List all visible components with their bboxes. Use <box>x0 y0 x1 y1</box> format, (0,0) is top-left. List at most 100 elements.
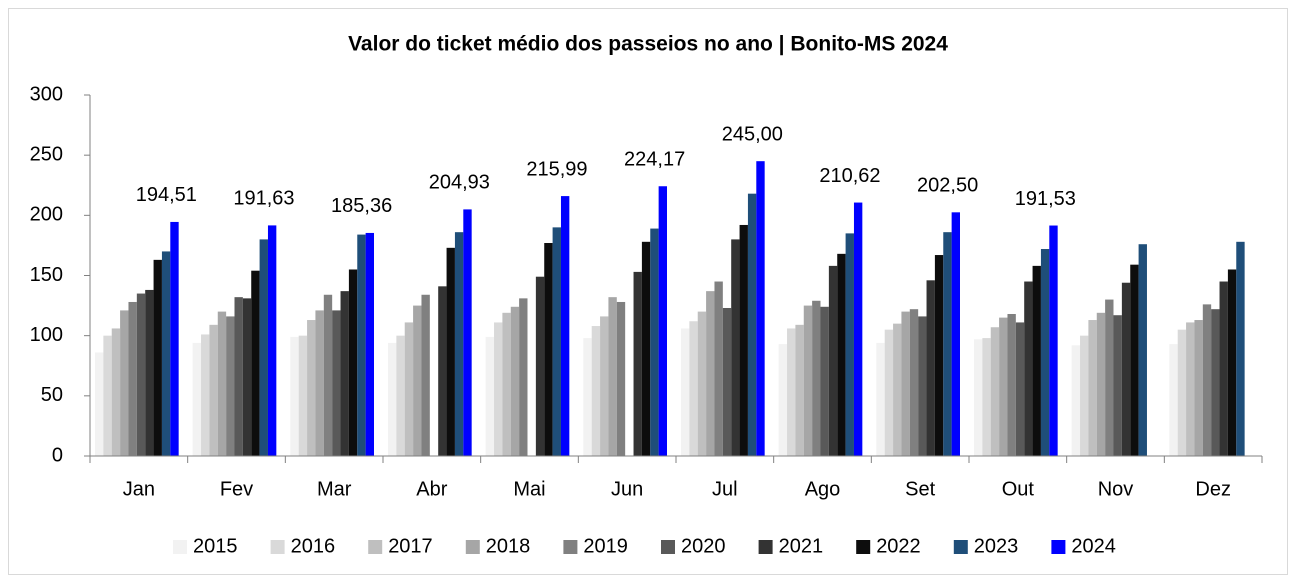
bar <box>128 301 137 456</box>
bar <box>731 239 740 456</box>
bar <box>787 328 796 456</box>
bar <box>544 243 553 456</box>
bar <box>103 335 112 456</box>
legend-label: 2022 <box>876 535 921 557</box>
bar <box>1096 312 1106 456</box>
x-tick-label: Dez <box>1195 478 1231 500</box>
legend-label: 2023 <box>974 535 1019 557</box>
bar <box>1121 282 1131 456</box>
x-tick-label: Jul <box>712 478 738 500</box>
legend-swatch <box>465 540 480 554</box>
y-tick-label: 100 <box>30 324 63 346</box>
bar <box>365 232 374 456</box>
bar <box>267 225 277 456</box>
bar <box>454 232 464 456</box>
bar <box>1105 299 1114 456</box>
bar <box>153 259 162 456</box>
bar <box>934 255 944 456</box>
x-tick-label: Abr <box>416 478 447 500</box>
bar <box>714 281 723 456</box>
bar <box>1211 309 1220 456</box>
bar <box>438 286 447 456</box>
bar <box>136 293 146 456</box>
bar <box>535 276 545 456</box>
bar <box>357 234 366 456</box>
legend-label: 2021 <box>779 535 824 557</box>
x-tick-label: Ago <box>805 478 841 500</box>
x-tick-label: Mai <box>513 478 545 500</box>
bar <box>298 335 308 456</box>
bar <box>502 312 511 456</box>
bar <box>778 344 788 456</box>
bar <box>820 306 829 456</box>
bar <box>307 320 316 456</box>
bar <box>747 193 757 456</box>
bar <box>170 221 179 456</box>
bar <box>650 228 659 456</box>
bar <box>145 289 154 456</box>
x-tick-label: Out <box>1002 478 1035 500</box>
legend-label: 2019 <box>583 535 628 557</box>
bar <box>111 328 121 456</box>
bar <box>404 322 414 456</box>
bar <box>413 305 422 456</box>
bar <box>845 233 854 456</box>
x-tick-label: Nov <box>1098 478 1134 500</box>
y-tick-label: 0 <box>52 444 63 466</box>
x-tick-label: Set <box>905 478 935 500</box>
bar <box>217 311 227 456</box>
bar <box>1130 264 1139 456</box>
bar <box>161 251 171 456</box>
data-label: 215,99 <box>526 158 587 180</box>
bar <box>909 309 919 456</box>
bar <box>1032 265 1041 456</box>
bar <box>583 338 592 456</box>
bar <box>332 310 341 456</box>
bar <box>1071 345 1081 456</box>
legend-swatch <box>953 540 968 554</box>
bar <box>396 335 405 456</box>
bar <box>1080 335 1089 456</box>
y-tick-label: 250 <box>30 143 63 165</box>
data-label: 191,53 <box>1015 188 1076 210</box>
bar <box>1138 244 1147 456</box>
bar <box>616 301 626 456</box>
bar <box>893 323 902 456</box>
bar <box>812 300 821 456</box>
bar <box>1227 269 1237 456</box>
legend-label: 2017 <box>388 535 433 557</box>
data-label: 202,50 <box>917 175 978 197</box>
bar <box>641 241 651 456</box>
bar <box>201 334 210 456</box>
data-label: 194,51 <box>136 184 197 206</box>
bar <box>340 291 349 456</box>
legend-label: 2024 <box>1071 535 1116 557</box>
bar <box>706 291 715 456</box>
bar <box>242 298 252 456</box>
bar <box>1088 320 1097 456</box>
bar <box>421 294 430 456</box>
bar <box>951 212 960 456</box>
bar <box>926 280 935 456</box>
data-label: 204,93 <box>429 172 490 194</box>
bar <box>1202 304 1212 456</box>
bar <box>974 339 983 456</box>
bar <box>608 297 617 456</box>
bar <box>388 342 397 456</box>
data-label: 185,36 <box>331 195 392 217</box>
bar <box>828 265 838 456</box>
bar <box>803 305 813 456</box>
bar <box>446 247 455 456</box>
y-tick-label: 200 <box>30 204 63 226</box>
bar <box>463 209 472 456</box>
legend-label: 2016 <box>291 535 336 557</box>
legend-label: 2020 <box>681 535 726 557</box>
y-tick-label: 150 <box>30 264 63 286</box>
bar <box>1024 281 1033 456</box>
bar <box>600 316 609 456</box>
bar <box>234 297 243 456</box>
y-tick-label: 300 <box>30 83 63 105</box>
bar <box>837 253 846 456</box>
bar <box>1186 322 1195 456</box>
